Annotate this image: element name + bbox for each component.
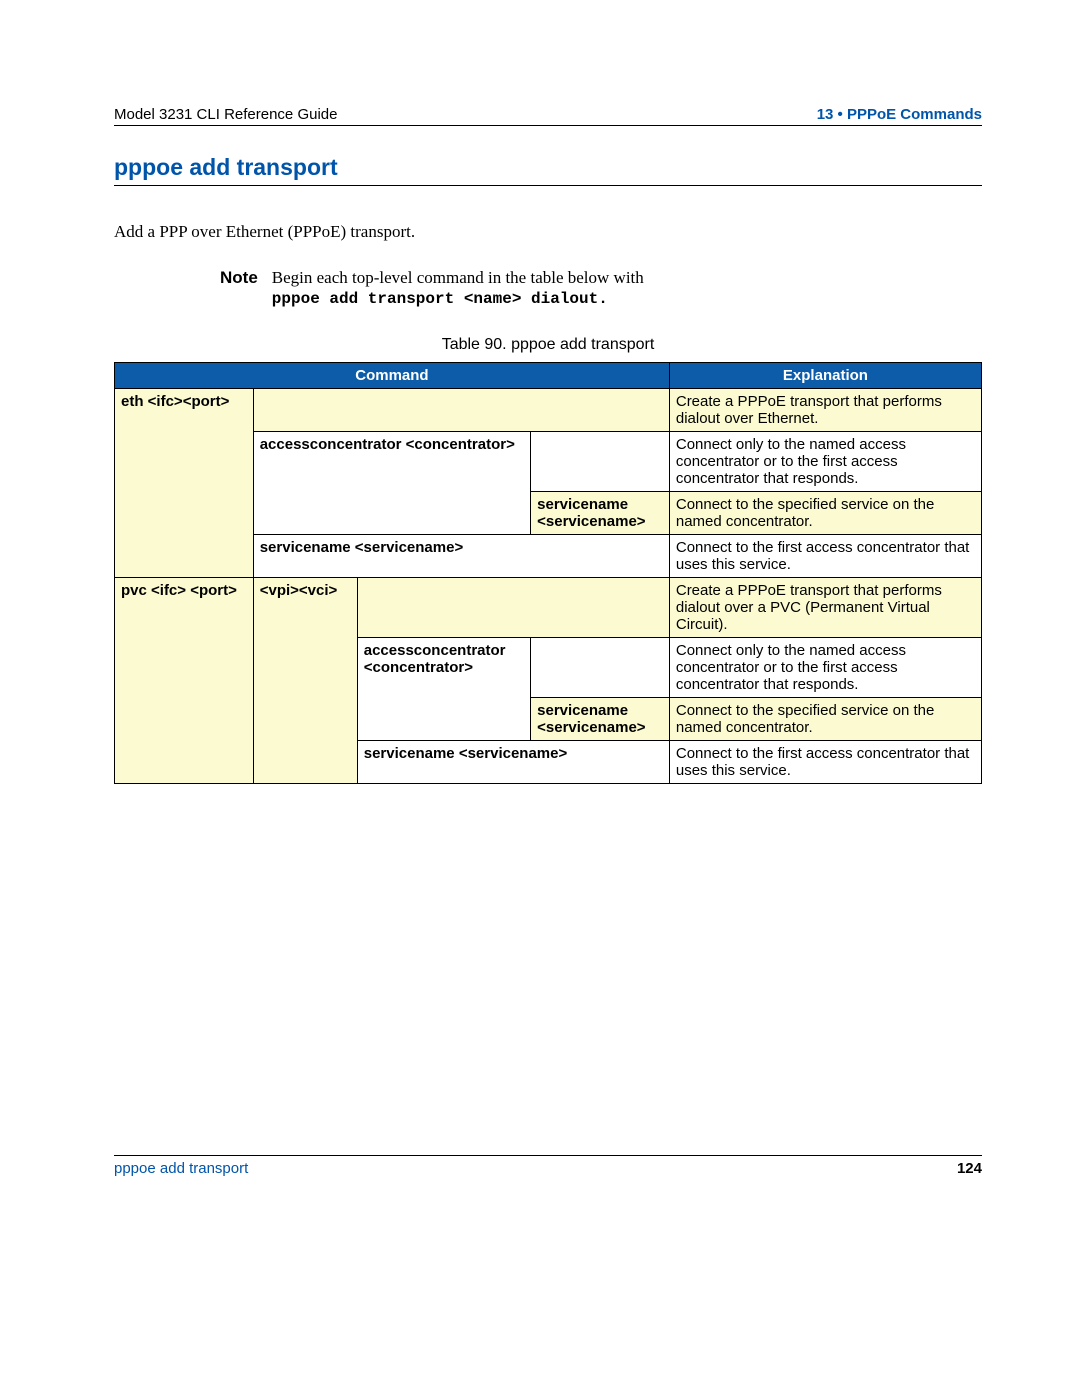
explanation-cell: Connect only to the named access concent… [669,432,981,492]
page-number: 124 [957,1160,982,1177]
command-table: Command Explanation eth <ifc><port> Creat… [114,362,982,784]
doc-title: Model 3231 CLI Reference Guide [114,106,337,123]
command-cell: servicename <servicename> [253,535,669,578]
th-explanation: Explanation [669,363,981,389]
command-cell: eth <ifc><port> [115,389,254,578]
header-rule [114,125,982,126]
explanation-cell: Connect to the first access concentrator… [669,741,981,784]
explanation-cell: Connect to the specified service on the … [669,492,981,535]
command-cell: servicename <servicename> [531,698,670,741]
content-area: Model 3231 CLI Reference Guide 13 • PPPo… [114,106,982,784]
command-cell [357,578,669,638]
explanation-cell: Connect to the specified service on the … [669,698,981,741]
note-label: Note [220,268,258,308]
page-header: Model 3231 CLI Reference Guide 13 • PPPo… [114,106,982,123]
note-command: pppoe add transport <name> dialout [272,290,598,308]
command-cell: <vpi><vci> [253,578,357,784]
explanation-cell: Create a PPPoE transport that performs d… [669,578,981,638]
section-rule [114,185,982,186]
table-caption: Table 90. pppoe add transport [114,336,982,354]
page: Model 3231 CLI Reference Guide 13 • PPPo… [0,0,1080,1397]
note-body: Begin each top-level command in the tabl… [272,268,644,308]
intro-paragraph: Add a PPP over Ethernet (PPPoE) transpor… [114,222,982,242]
command-cell: accessconcentrator <concentrator> [253,432,530,535]
explanation-cell: Connect to the first access concentrator… [669,535,981,578]
command-cell [531,638,670,698]
note-text: Begin each top-level command in the tabl… [272,268,644,287]
footer-section-name: pppoe add transport [114,1160,248,1177]
note-block: Note Begin each top-level command in the… [220,268,982,308]
command-cell [531,432,670,492]
footer-rule [114,1155,982,1156]
command-cell [253,389,669,432]
command-cell: servicename <servicename> [357,741,669,784]
command-cell: servicename <servicename> [531,492,670,535]
explanation-cell: Connect only to the named access concent… [669,638,981,698]
chapter-title: 13 • PPPoE Commands [817,106,982,123]
section-heading: pppoe add transport [114,154,982,181]
command-cell: accessconcentrator <concentrator> [357,638,530,741]
table-body: eth <ifc><port> Create a PPPoE transport … [115,389,982,784]
explanation-cell: Create a PPPoE transport that performs d… [669,389,981,432]
command-cell: pvc <ifc> <port> [115,578,254,784]
th-command: Command [115,363,670,389]
page-footer: pppoe add transport 124 [114,1155,982,1177]
